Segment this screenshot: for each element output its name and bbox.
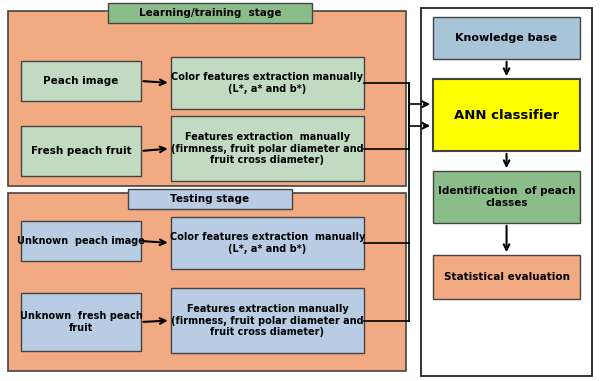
FancyBboxPatch shape: [108, 3, 311, 23]
FancyBboxPatch shape: [128, 189, 292, 209]
FancyBboxPatch shape: [433, 171, 580, 223]
FancyBboxPatch shape: [170, 217, 364, 269]
Text: Color features extraction manually
(L*, a* and b*): Color features extraction manually (L*, …: [172, 72, 364, 94]
Text: Statistical evaluation: Statistical evaluation: [443, 272, 569, 282]
FancyBboxPatch shape: [421, 8, 592, 376]
FancyBboxPatch shape: [22, 221, 140, 261]
FancyBboxPatch shape: [8, 193, 406, 371]
Text: Knowledge base: Knowledge base: [455, 33, 557, 43]
Text: Features extraction  manually
(firmness, fruit polar diameter and
fruit cross di: Features extraction manually (firmness, …: [171, 132, 364, 165]
Text: ANN classifier: ANN classifier: [454, 109, 559, 122]
FancyBboxPatch shape: [22, 126, 140, 176]
FancyBboxPatch shape: [433, 255, 580, 299]
Text: Unknown  peach image: Unknown peach image: [17, 236, 145, 246]
FancyBboxPatch shape: [433, 79, 580, 151]
FancyBboxPatch shape: [8, 11, 406, 186]
Text: Features extraction manually
(firmness, fruit polar diameter and
fruit cross dia: Features extraction manually (firmness, …: [171, 304, 364, 337]
Text: Peach image: Peach image: [43, 76, 119, 86]
FancyBboxPatch shape: [22, 293, 140, 351]
FancyBboxPatch shape: [433, 17, 580, 59]
Text: Fresh peach fruit: Fresh peach fruit: [31, 146, 131, 156]
FancyBboxPatch shape: [170, 116, 364, 181]
Text: Identification  of peach
classes: Identification of peach classes: [438, 186, 575, 208]
FancyBboxPatch shape: [170, 288, 364, 353]
Text: Testing stage: Testing stage: [170, 194, 250, 204]
Text: Unknown  fresh peach
fruit: Unknown fresh peach fruit: [20, 311, 142, 333]
FancyBboxPatch shape: [170, 57, 364, 109]
Text: Color features extraction  manually
(L*, a* and b*): Color features extraction manually (L*, …: [170, 232, 365, 254]
FancyBboxPatch shape: [22, 61, 140, 101]
Text: Learning/training  stage: Learning/training stage: [139, 8, 281, 18]
